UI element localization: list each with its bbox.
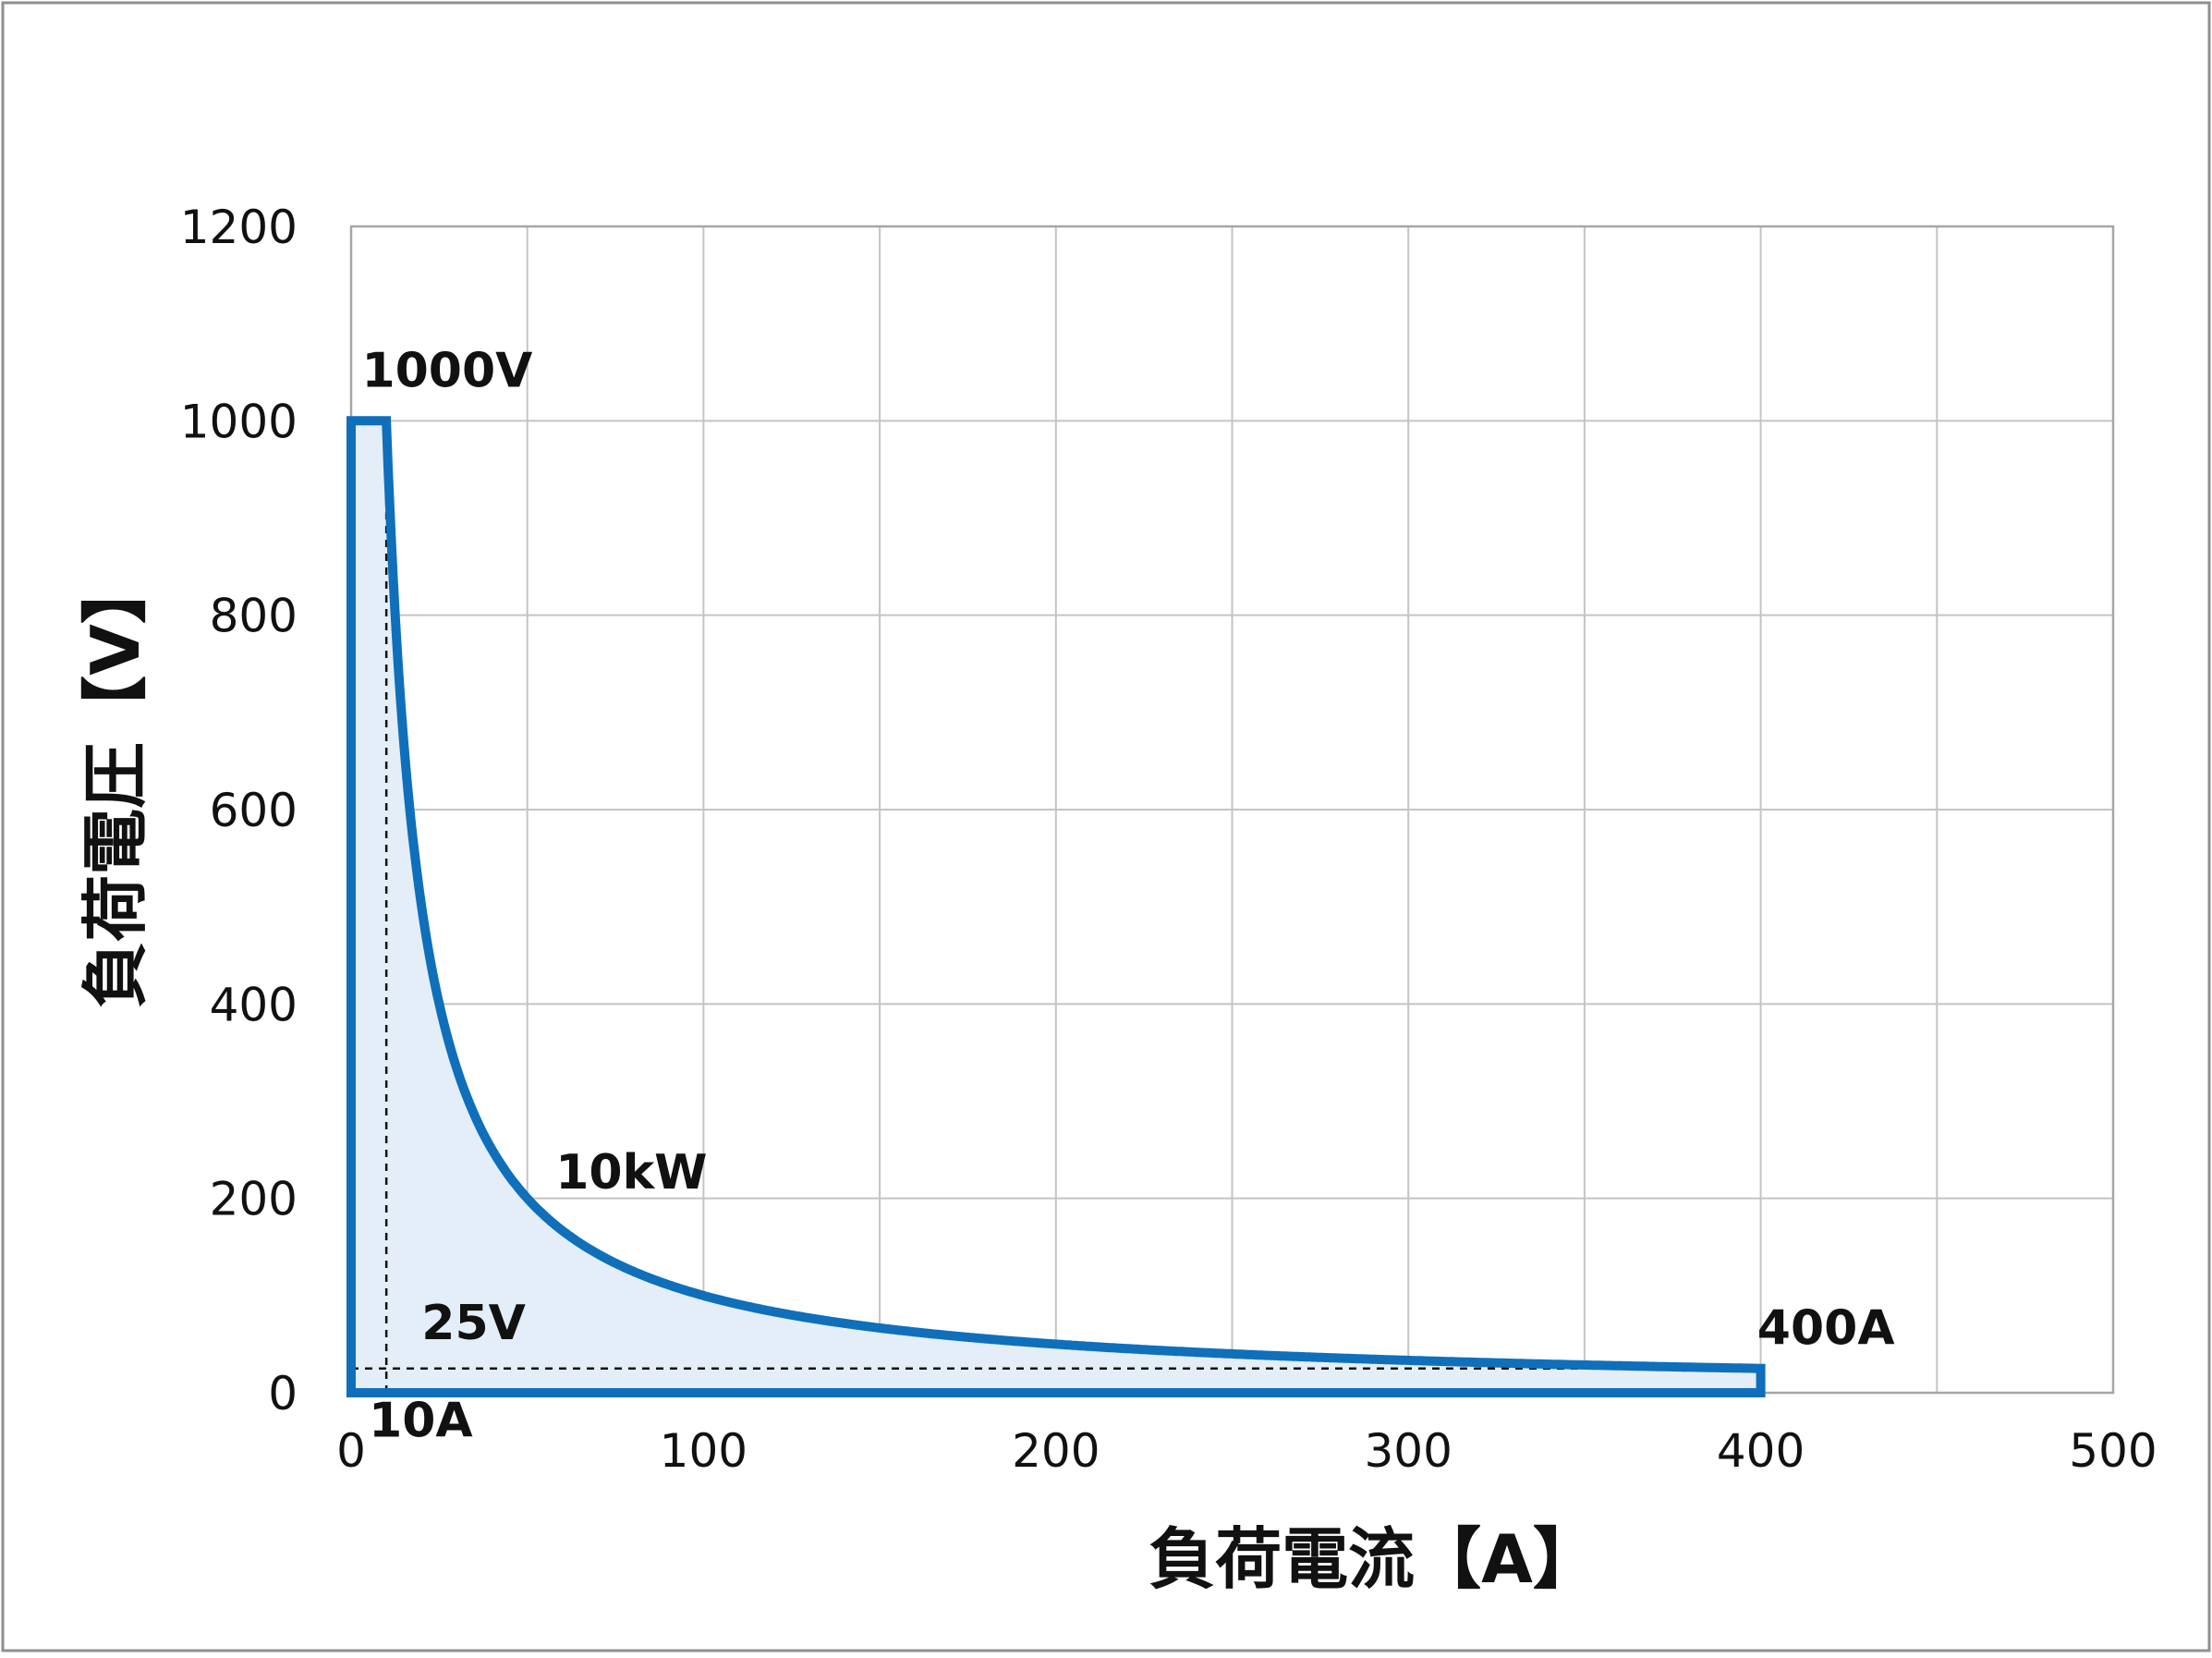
y-tick-label: 400: [210, 978, 298, 1031]
area-layer: [351, 421, 1761, 1393]
annotation-label: 400A: [1757, 1300, 1895, 1356]
y-tick-label: 600: [210, 784, 298, 837]
annotation-label: 25V: [421, 1296, 526, 1351]
x-axis-title: 負荷電流【A】: [1149, 1520, 1599, 1598]
x-tick-label: 400: [1717, 1424, 1805, 1478]
annotation-label: 1000V: [361, 344, 532, 399]
operating-region-fill: [351, 421, 1761, 1393]
x-tick-label: 500: [2069, 1424, 2157, 1478]
y-tick-label: 800: [210, 590, 298, 643]
annotations: 1000V 10kW 25V 400A 10A: [361, 344, 1894, 1449]
reference-lines: [351, 421, 1761, 1393]
x-tick-label: 300: [1364, 1424, 1452, 1478]
x-tick-label: 0: [336, 1424, 366, 1478]
annotation-label: 10kW: [555, 1145, 707, 1201]
x-tick-label: 200: [1012, 1424, 1100, 1478]
y-axis-title: 負荷電圧【V】: [77, 557, 154, 1008]
annotation-label: 10A: [369, 1393, 473, 1448]
tick-labels: 0 100 200 300 400 500 0 200 400 600 800 1000 1200: [180, 201, 2157, 1478]
y-tick-label: 0: [268, 1367, 298, 1420]
x-tick-label: 100: [660, 1424, 747, 1478]
series-lines: [346, 416, 1766, 1397]
y-tick-label: 200: [210, 1173, 298, 1226]
y-tick-label: 1000: [180, 395, 298, 448]
operating-region-boundary: [346, 416, 1766, 1397]
y-tick-label: 1200: [180, 201, 298, 254]
